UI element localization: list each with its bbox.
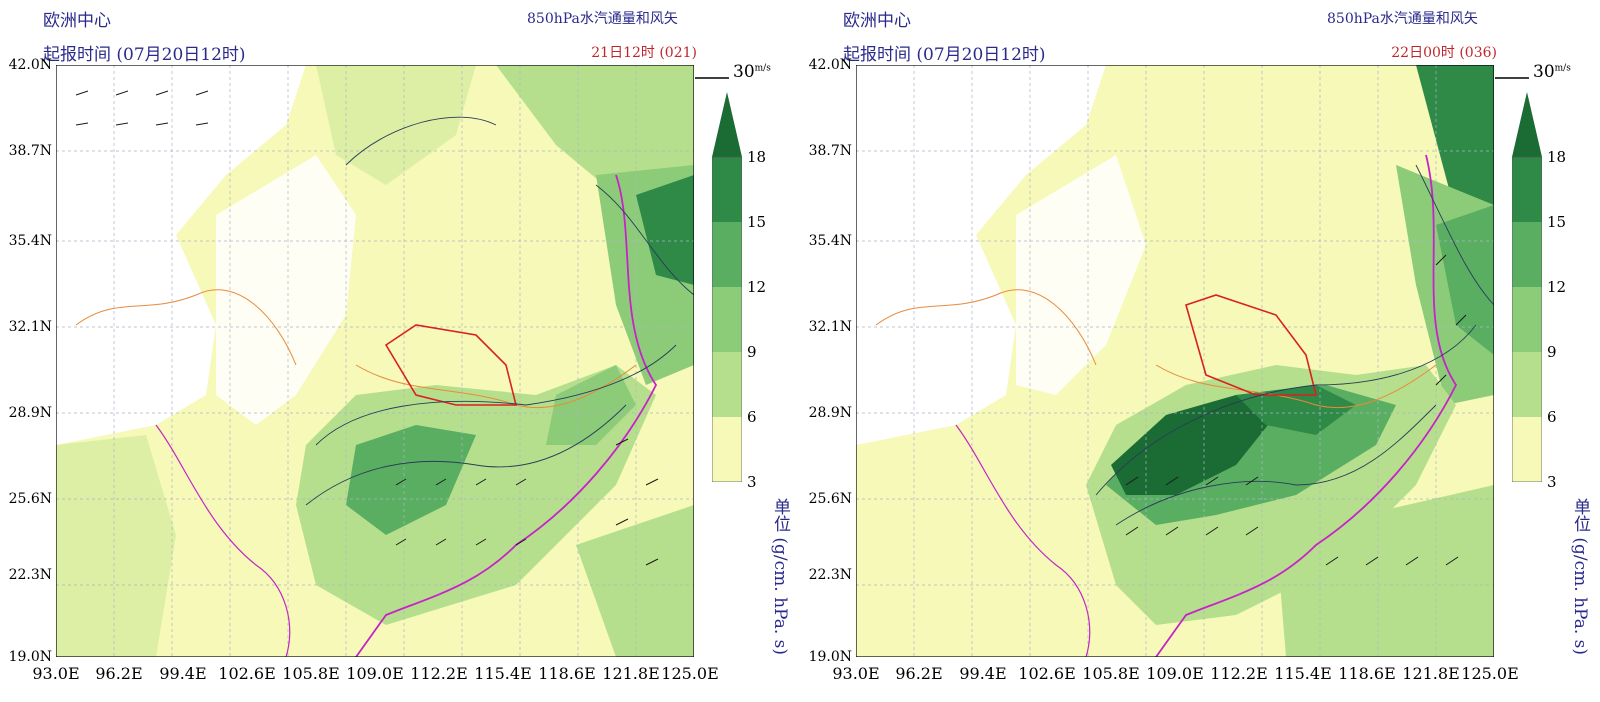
colorbar-tick: 12 [747, 278, 767, 296]
lon-label-109: 109.0E [346, 664, 404, 683]
valid-time: 22日00时 (036) [1391, 45, 1497, 61]
wind-reference-label: 30m/s [733, 62, 771, 82]
lat-label-25-6: 25.6N [808, 491, 852, 507]
moisture-flux-map [856, 65, 1494, 657]
lon-label-125: 125.0E [1461, 664, 1519, 683]
lon-label-93: 93.0E [32, 664, 80, 683]
lat-label-19: 19.0N [808, 649, 852, 665]
lat-label-38-7: 38.7N [808, 143, 852, 159]
lon-label-115-4: 115.4E [474, 664, 532, 683]
colorbar-tick: 9 [1547, 343, 1557, 361]
forecast-panel-right: 欧洲中心 起报时间 (07月20日12时) 850hPa水汽通量和风矢 22日0… [800, 0, 1600, 702]
colorbar-tick: 15 [747, 213, 767, 231]
colorbar-tick: 18 [747, 148, 767, 166]
colorbar [1512, 92, 1542, 482]
wind-reference-arrow-icon [1495, 77, 1529, 79]
lat-label-25-6: 25.6N [8, 491, 52, 507]
lon-label-93: 93.0E [832, 664, 880, 683]
lat-label-42: 42.0N [808, 57, 852, 73]
init-time: 起报时间 (07月20日12时) [843, 45, 1046, 65]
lon-label-112-2: 112.2E [1210, 664, 1268, 683]
colorbar-tick: 6 [747, 408, 757, 426]
lon-label-96-2: 96.2E [895, 664, 943, 683]
moisture-flux-map [56, 65, 694, 657]
colorbar-tick: 18 [1547, 148, 1567, 166]
colorbar-tick: 6 [1547, 408, 1557, 426]
colorbar-tick: 15 [1547, 213, 1567, 231]
lon-label-102-6: 102.6E [218, 664, 276, 683]
lon-label-115-4: 115.4E [1274, 664, 1332, 683]
lat-label-28-9: 28.9N [8, 405, 52, 421]
lat-label-35-4: 35.4N [8, 233, 52, 249]
lat-label-22-3: 22.3N [8, 567, 52, 583]
lon-label-118-6: 118.6E [538, 664, 596, 683]
colorbar-tick: 9 [747, 343, 757, 361]
lon-label-118-6: 118.6E [1338, 664, 1396, 683]
lon-label-121-8: 121.8E [1402, 664, 1460, 683]
lon-label-109: 109.0E [1146, 664, 1204, 683]
lon-label-121-8: 121.8E [602, 664, 660, 683]
lat-label-32-1: 32.1N [8, 319, 52, 335]
lat-label-22-3: 22.3N [808, 567, 852, 583]
colorbar [712, 92, 742, 482]
init-time: 起报时间 (07月20日12时) [43, 45, 246, 65]
lon-label-105-8: 105.8E [282, 664, 340, 683]
lon-label-96-2: 96.2E [95, 664, 143, 683]
colorbar-tick: 12 [1547, 278, 1567, 296]
product-title: 850hPa水汽通量和风矢 [527, 11, 678, 27]
wind-reference-unit: m/s [1554, 63, 1571, 74]
colorbar-tick: 3 [1547, 473, 1557, 491]
lon-label-99-4: 99.4E [159, 664, 207, 683]
lat-label-38-7: 38.7N [8, 143, 52, 159]
forecast-panel-left: 欧洲中心 起报时间 (07月20日12时) 850hPa水汽通量和风矢 21日1… [8, 11, 790, 683]
lon-label-105-8: 105.8E [1082, 664, 1140, 683]
center-name: 欧洲中心 [43, 11, 111, 31]
wind-reference-label: 30m/s [1533, 62, 1571, 82]
colorbar-unit: 单位 (g/cm. hPa. s) [770, 498, 790, 656]
lon-label-125: 125.0E [661, 664, 719, 683]
lat-label-42: 42.0N [8, 57, 52, 73]
lon-label-102-6: 102.6E [1018, 664, 1076, 683]
colorbar-tick: 3 [747, 473, 757, 491]
lon-label-112-2: 112.2E [410, 664, 468, 683]
lat-label-32-1: 32.1N [808, 319, 852, 335]
colorbar-unit: 单位 (g/cm. hPa. s) [1570, 498, 1590, 656]
valid-time: 21日12时 (021) [591, 45, 697, 61]
center-name: 欧洲中心 [843, 11, 911, 31]
lat-label-28-9: 28.9N [808, 405, 852, 421]
lat-label-19: 19.0N [8, 649, 52, 665]
lat-label-35-4: 35.4N [808, 233, 852, 249]
product-title: 850hPa水汽通量和风矢 [1327, 11, 1478, 27]
lon-label-99-4: 99.4E [959, 664, 1007, 683]
wind-reference-unit: m/s [754, 63, 771, 74]
wind-reference-arrow-icon [695, 77, 729, 79]
